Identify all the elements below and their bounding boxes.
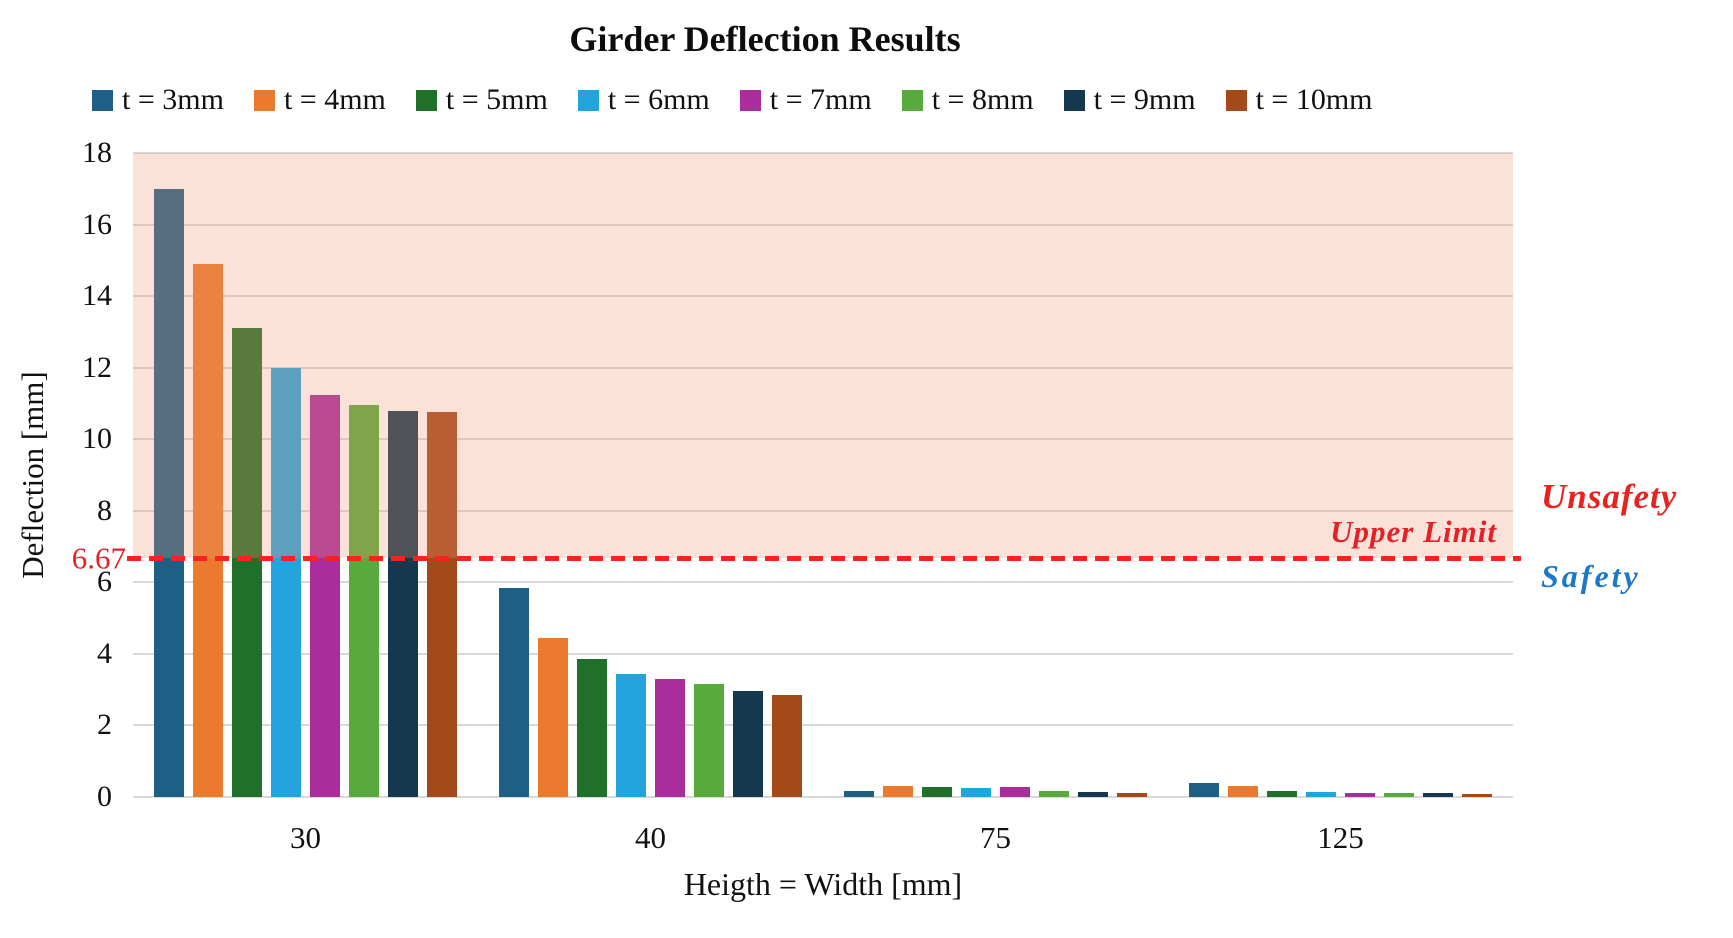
y-tick-label: 0	[97, 780, 112, 813]
bar	[694, 684, 724, 797]
gridline	[133, 796, 1513, 798]
legend-item: t = 7mm	[739, 83, 872, 117]
bar	[1039, 790, 1069, 797]
bar	[733, 691, 763, 797]
bar	[427, 412, 457, 797]
bar	[349, 405, 379, 797]
bar	[844, 790, 874, 797]
legend-label: t = 7mm	[769, 83, 872, 116]
y-tick-label: 12	[82, 350, 112, 384]
legend-item: t = 10mm	[1225, 83, 1373, 117]
bar	[1462, 794, 1492, 797]
legend-item: t = 5mm	[415, 83, 548, 117]
bar	[1117, 793, 1147, 797]
bar	[961, 788, 991, 797]
upper-limit-text: Upper Limit	[1330, 514, 1497, 550]
gridline	[133, 724, 1513, 727]
bar	[616, 673, 646, 797]
bar	[577, 659, 607, 797]
y-tick-label: 8	[97, 493, 112, 527]
bar	[1189, 782, 1219, 797]
bar	[922, 787, 952, 797]
legend-swatch-icon	[739, 89, 761, 111]
gridline	[133, 652, 1513, 655]
upper-limit-value-label: 6.67	[71, 540, 126, 576]
bar	[193, 263, 223, 797]
x-tick-label: 40	[635, 820, 666, 855]
legend-swatch-icon	[1063, 89, 1085, 111]
legend-item: t = 6mm	[577, 83, 710, 117]
bar	[499, 587, 529, 797]
bar	[538, 637, 568, 797]
bar	[772, 695, 802, 797]
legend-label: t = 10mm	[1255, 83, 1373, 116]
legend-swatch-icon	[253, 89, 275, 111]
gridline	[133, 295, 1513, 298]
y-tick-label: 2	[97, 708, 112, 742]
bar	[232, 328, 262, 797]
y-tick-label: 10	[82, 422, 112, 456]
legend-label: t = 6mm	[607, 83, 710, 116]
legend-label: t = 5mm	[445, 83, 548, 116]
legend-label: t = 3mm	[122, 83, 224, 116]
legend-swatch-icon	[1225, 89, 1247, 111]
bar	[1228, 786, 1258, 797]
bar	[1384, 793, 1414, 797]
gridline	[133, 366, 1513, 369]
bar	[1000, 787, 1030, 797]
upper-limit-line	[127, 555, 1521, 561]
y-tick-label: 14	[82, 279, 112, 313]
gridline	[133, 223, 1513, 226]
gridline	[133, 509, 1513, 512]
bar	[1306, 792, 1336, 797]
legend-label: t = 9mm	[1093, 83, 1196, 116]
bar-group	[823, 153, 1168, 797]
legend-swatch-icon	[577, 89, 599, 111]
bar	[154, 188, 184, 797]
x-tick-label: 75	[980, 820, 1011, 855]
bar	[883, 785, 913, 797]
x-tick-label: 125	[1317, 820, 1364, 855]
gridline	[133, 438, 1513, 441]
legend-item: t = 3mm	[92, 83, 224, 117]
bar-group	[133, 153, 478, 797]
gridline	[133, 152, 1513, 154]
bar-group	[1168, 153, 1513, 797]
bar	[1267, 790, 1297, 797]
bar	[1078, 792, 1108, 797]
bar	[388, 410, 418, 797]
y-tick-label: 6	[97, 565, 112, 599]
unsafe-region-overlay	[133, 153, 1513, 559]
legend-swatch-icon	[92, 89, 113, 111]
x-tick-label: 30	[290, 820, 321, 855]
y-tick-label: 4	[97, 636, 112, 670]
bar	[1345, 792, 1375, 797]
bar	[655, 678, 685, 797]
y-tick-label: 16	[82, 207, 112, 241]
x-axis-tick-labels: 30 40 75 125	[133, 822, 1513, 862]
plot-area: Upper Limit	[127, 152, 1521, 798]
x-axis-title: Heigth = Width [mm]	[683, 866, 963, 902]
legend-item: t = 9mm	[1063, 83, 1196, 117]
legend: t = 3mm t = 4mm t = 5mm t = 6mm t = 7mm t = 8…	[92, 80, 1373, 120]
bar	[1423, 793, 1453, 797]
legend-item: t = 4mm	[253, 83, 386, 117]
chart-title: Girder Deflection Results	[569, 19, 961, 59]
unsafe-zone-label: Unsafety	[1541, 477, 1678, 516]
legend-swatch-icon	[901, 89, 923, 111]
legend-label: t = 8mm	[931, 83, 1034, 116]
y-axis-tick-labels: 0 2 4 6 8 10 12 14 16 18	[0, 138, 112, 812]
legend-item: t = 8mm	[901, 83, 1034, 117]
bar	[271, 367, 301, 797]
legend-label: t = 4mm	[283, 83, 386, 116]
bar	[310, 394, 340, 797]
y-tick-label: 18	[82, 136, 112, 169]
gridline	[133, 581, 1513, 584]
bar-group	[478, 153, 823, 797]
legend-swatch-icon	[415, 89, 437, 111]
safe-zone-label: Safety	[1541, 558, 1641, 594]
